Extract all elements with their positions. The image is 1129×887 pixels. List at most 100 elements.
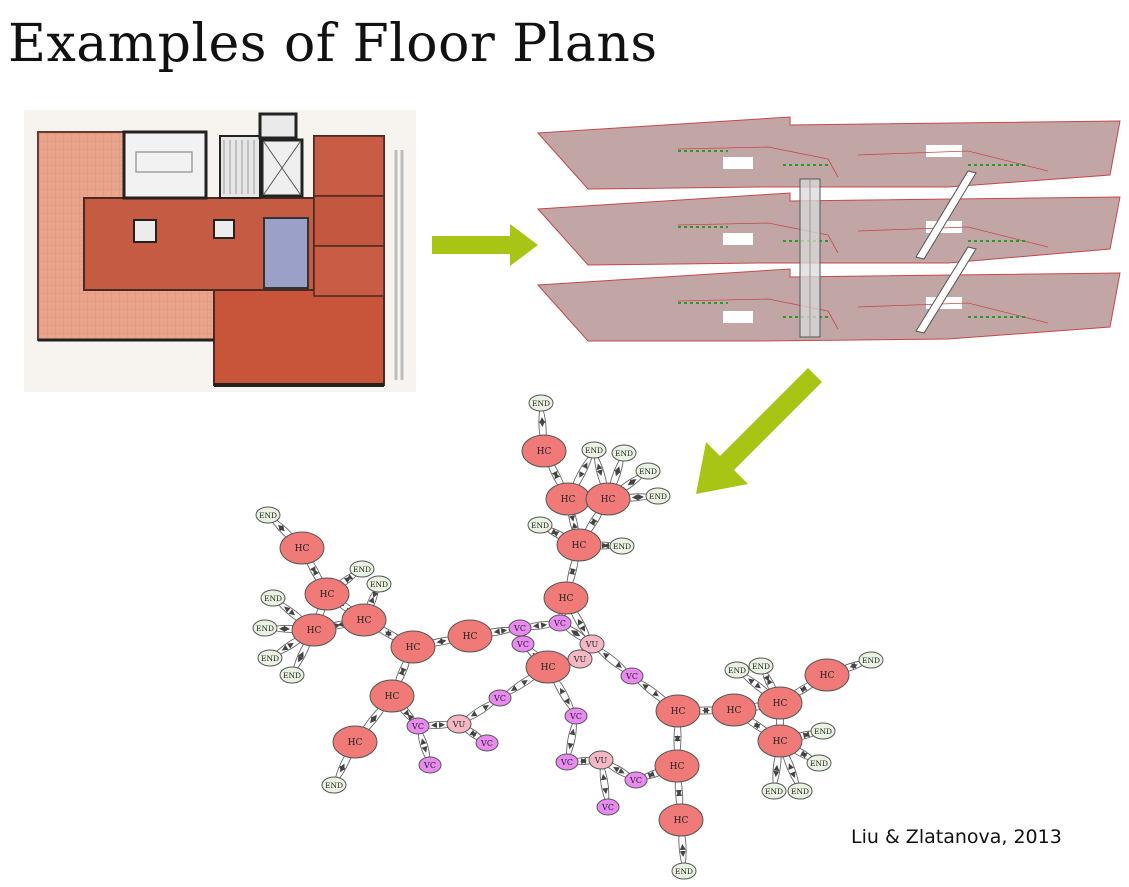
- end-node: END: [858, 651, 884, 669]
- hc-node: HC: [525, 650, 571, 684]
- end-node-label: END: [765, 787, 783, 796]
- hc-node: HC: [341, 603, 387, 637]
- edge-arrowhead: [550, 528, 558, 535]
- vc-node: VC: [418, 756, 442, 774]
- edge-arrowhead: [602, 652, 610, 659]
- hc-node-label: HC: [561, 495, 576, 505]
- end-node-label: END: [261, 654, 279, 663]
- end-node-shape: [761, 782, 787, 800]
- hc-node-label: HC: [820, 671, 835, 681]
- end-node: END: [252, 619, 278, 637]
- end-node-label: END: [325, 781, 343, 790]
- hc-node-label: HC: [307, 626, 322, 636]
- end-node: END: [787, 782, 813, 800]
- edge-arrowhead: [469, 729, 477, 736]
- hc-node-label: HC: [406, 643, 421, 653]
- vc-node: VC: [406, 717, 430, 735]
- vc-node-label: VC: [411, 722, 424, 731]
- vc-node-label: VC: [569, 712, 582, 721]
- hc-node: HC: [556, 528, 602, 562]
- hc-node-shape: [543, 581, 589, 615]
- graph-edges: [264, 402, 872, 872]
- vc-node: VC: [564, 707, 588, 725]
- edge-arrowhead: [403, 709, 410, 717]
- edge-arrowhead: [613, 766, 620, 773]
- edge-arrowhead: [579, 471, 585, 478]
- hc-node: HC: [658, 803, 704, 837]
- edge-arrowhead: [577, 618, 584, 626]
- floor-plan-drawing: [24, 110, 416, 392]
- end-node-label: END: [615, 449, 633, 458]
- edge-arrowhead: [430, 722, 438, 729]
- vc-node-shape: [406, 717, 430, 735]
- end-node-shape: [635, 462, 661, 480]
- graph-nodes: END HC END END END END HC HC END HC END END HC END END…: [252, 394, 884, 880]
- end-node-label: END: [613, 542, 631, 551]
- edge-arrowhead: [754, 682, 761, 689]
- vc-node-label: VC: [601, 803, 614, 812]
- vu-node: VU: [579, 634, 605, 654]
- edge-arrowhead: [800, 750, 807, 757]
- vu-node: VU: [446, 714, 472, 734]
- edge-arrowhead: [493, 628, 501, 635]
- edge-arrowhead: [283, 625, 291, 632]
- edge-arrowhead: [618, 767, 625, 774]
- end-node-label: END: [264, 594, 282, 603]
- hc-node-shape: [332, 725, 378, 759]
- end-node-shape: [279, 666, 305, 684]
- edge-arrowhead: [287, 642, 294, 649]
- end-node-shape: [671, 862, 697, 880]
- vc-node-shape: [511, 635, 535, 653]
- end-node: END: [724, 661, 750, 679]
- hc-node-shape: [279, 531, 325, 565]
- hc-node: HC: [757, 724, 803, 758]
- edge-arrowhead: [569, 515, 575, 522]
- edge-arrowhead: [521, 680, 528, 686]
- end-node-label: END: [639, 467, 657, 476]
- vc-node-shape: [596, 798, 620, 816]
- edge-arrowhead: [600, 773, 607, 781]
- edge-arrowhead: [615, 661, 622, 668]
- edge-arrowhead: [539, 420, 546, 428]
- hc-node: HC: [543, 581, 589, 615]
- edge-arrowhead: [789, 771, 796, 779]
- edge-arrowhead: [647, 772, 655, 779]
- end-node: END: [609, 537, 635, 555]
- hc-node: HC: [279, 531, 325, 565]
- navigation-network-graph: END HC END END END END HC HC END HC END END HC END END…: [252, 394, 884, 880]
- edge-arrowhead: [570, 568, 577, 575]
- end-node-shape: [349, 560, 375, 578]
- hc-node-shape: [341, 603, 387, 637]
- hc-node-shape: [585, 482, 631, 516]
- end-node: END: [260, 589, 286, 607]
- hc-node-shape: [655, 694, 701, 728]
- end-node-label: END: [370, 580, 388, 589]
- edge-arrowhead: [370, 716, 377, 724]
- end-node-label: END: [256, 624, 274, 633]
- hc-node: HC: [369, 679, 415, 713]
- end-node-label: END: [353, 565, 371, 574]
- vc-node: VC: [624, 771, 648, 789]
- hc-node-shape: [757, 686, 803, 720]
- vc-node: VC: [596, 798, 620, 816]
- edge-arrowhead: [581, 462, 588, 470]
- end-node: END: [366, 575, 392, 593]
- end-node-label: END: [675, 867, 693, 876]
- hc-node-label: HC: [601, 495, 616, 505]
- end-node-shape: [366, 575, 392, 593]
- edge-arrowhead: [679, 850, 686, 858]
- vc-node-label: VC: [560, 758, 573, 767]
- citation: Liu & Zlatanova, 2013: [851, 826, 1062, 848]
- edge-arrowhead: [569, 728, 576, 736]
- end-node-label: END: [814, 727, 832, 736]
- vc-node-shape: [548, 614, 572, 632]
- vc-node-shape: [620, 667, 644, 685]
- hc-node: HC: [521, 434, 567, 468]
- edge-arrowhead: [370, 714, 377, 722]
- end-node-shape: [858, 651, 884, 669]
- hc-node-label: HC: [559, 594, 574, 604]
- vu-node-label: VU: [452, 720, 466, 729]
- end-node: END: [748, 657, 774, 675]
- edge-arrowhead: [482, 704, 490, 711]
- floor-layer-bottom: [536, 268, 1121, 342]
